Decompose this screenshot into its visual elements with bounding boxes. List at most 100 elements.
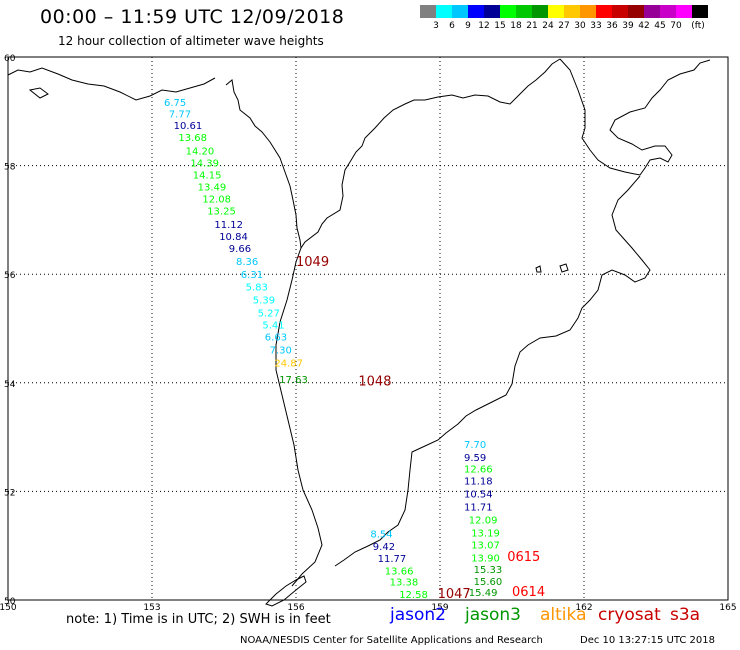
footer-credit: NOAA/NESDIS Center for Satellite Applica… xyxy=(240,635,543,646)
map-title: 00:00 – 11:59 UTC 12/09/2018 xyxy=(40,6,345,28)
small-bay xyxy=(28,87,49,99)
coast-south-east xyxy=(334,175,651,567)
scale-swatch xyxy=(612,5,628,18)
scale-swatch xyxy=(452,5,468,18)
wave-height-label: 10.61 xyxy=(174,121,203,132)
footer-timestamp: Dec 10 13:27:15 UTC 2018 xyxy=(580,635,715,646)
scale-swatch xyxy=(580,5,596,18)
kamchatka-west-coast xyxy=(225,58,561,250)
kamchatka-east-coast xyxy=(559,58,711,176)
scale-swatch xyxy=(516,5,532,18)
wave-height-label: 5.41 xyxy=(262,321,284,332)
latitude-tick-label: 50 xyxy=(4,597,16,607)
wave-height-label: 14.20 xyxy=(186,147,215,158)
wave-height-label: 17.63 xyxy=(279,375,308,386)
latitude-tick-label: 58 xyxy=(4,163,16,173)
scale-swatch xyxy=(596,5,612,18)
longitude-tick-label: 153 xyxy=(143,603,160,613)
wave-height-label: 11.18 xyxy=(464,476,493,487)
latitude-tick-label: 56 xyxy=(4,271,16,281)
wave-height-label: 7.70 xyxy=(464,440,486,451)
wave-height-label: 6.31 xyxy=(241,270,263,281)
scale-label: 6 xyxy=(449,21,455,31)
wave-height-label: 15.60 xyxy=(474,577,503,588)
wave-height-label: 13.19 xyxy=(471,528,500,539)
wave-height-label: 14.15 xyxy=(193,171,222,182)
wave-height-label: 12.08 xyxy=(202,195,231,206)
wave-height-label: 12.09 xyxy=(469,515,498,526)
scale-swatch xyxy=(676,5,692,18)
scale-label: 18 xyxy=(510,21,522,31)
scale-label: 3 xyxy=(433,21,439,31)
scale-swatch xyxy=(564,5,580,18)
wave-height-label: 15.33 xyxy=(474,565,503,576)
longitude-tick-label: 165 xyxy=(719,603,736,613)
wave-height-label: 7.30 xyxy=(270,345,292,356)
pass-time-label: 0615 xyxy=(507,550,540,565)
wave-height-label: 8.54 xyxy=(370,530,392,541)
wave-height-label: 13.66 xyxy=(385,566,414,577)
scale-label: 21 xyxy=(526,21,538,31)
wave-height-label: 5.27 xyxy=(258,309,280,320)
wave-height-label: 9.66 xyxy=(229,244,251,255)
latitude-tick-label: 60 xyxy=(4,54,16,64)
scale-label: 39 xyxy=(622,21,634,31)
map-subtitle: 12 hour collection of altimeter wave hei… xyxy=(58,34,324,48)
island-2 xyxy=(535,265,542,273)
scale-label: 27 xyxy=(558,21,570,31)
scale-label: 12 xyxy=(478,21,490,31)
legend-altika: altika xyxy=(540,605,587,625)
wave-height-label: 15.49 xyxy=(469,588,498,599)
longitude-tick-label: 159 xyxy=(431,603,448,613)
latitude-tick-label: 52 xyxy=(4,488,15,498)
scale-label: 33 xyxy=(590,21,602,31)
wave-height-label: 13.68 xyxy=(178,133,207,144)
wave-height-label: 12.66 xyxy=(464,464,493,475)
scale-label: 24 xyxy=(542,21,554,31)
wave-height-label: 8.36 xyxy=(236,257,258,268)
wave-height-label: 10.84 xyxy=(219,232,248,243)
legend-jason2: jason2 xyxy=(390,605,446,625)
kuril-island xyxy=(265,575,307,607)
wave-height-label: 5.83 xyxy=(246,282,268,293)
scale-swatch xyxy=(484,5,500,18)
scale-swatch xyxy=(660,5,676,18)
wave-height-label: 11.71 xyxy=(464,502,493,513)
longitude-tick-label: 150 xyxy=(0,603,17,613)
legend-s3a: s3a xyxy=(670,605,701,625)
wave-height-label: 9.59 xyxy=(464,453,486,464)
wave-height-label: 24.87 xyxy=(274,359,303,370)
pass-time-label: 1049 xyxy=(296,255,329,270)
wave-height-label: 13.07 xyxy=(471,540,500,551)
wave-height-label: 14.39 xyxy=(190,159,219,170)
scale-label: 70 xyxy=(670,21,682,31)
longitude-tick-label: 162 xyxy=(575,603,592,613)
units-note: note: 1) Time is in UTC; 2) SWH is in fe… xyxy=(66,612,331,627)
color-scale xyxy=(420,5,708,18)
wave-height-label: 12.58 xyxy=(399,590,428,601)
wave-height-label: 13.25 xyxy=(207,206,236,217)
kamchatka-peninsula-west xyxy=(275,247,323,587)
scale-swatch xyxy=(692,5,708,18)
wave-height-label: 7.77 xyxy=(169,109,191,120)
wave-height-label: 6.75 xyxy=(164,98,186,109)
scale-label: 36 xyxy=(606,21,618,31)
satellite-track: 7.709.5912.6611.1810.5411.7112.0913.1913… xyxy=(464,440,502,599)
scale-label: 9 xyxy=(465,21,471,31)
scale-swatch xyxy=(436,5,452,18)
wave-height-label: 13.38 xyxy=(390,577,419,588)
wave-height-label: 11.12 xyxy=(214,220,243,231)
scale-swatch xyxy=(468,5,484,18)
wave-height-label: 9.42 xyxy=(373,542,395,553)
pass-time-label: 1047 xyxy=(438,587,471,602)
scale-swatch xyxy=(548,5,564,18)
scale-label: 30 xyxy=(574,21,586,31)
wave-height-label: 6.63 xyxy=(265,332,287,343)
coastline xyxy=(7,58,711,607)
magadan-coast xyxy=(7,67,216,101)
wave-height-label: 13.90 xyxy=(471,553,500,564)
legend-jason3: jason3 xyxy=(465,605,521,625)
